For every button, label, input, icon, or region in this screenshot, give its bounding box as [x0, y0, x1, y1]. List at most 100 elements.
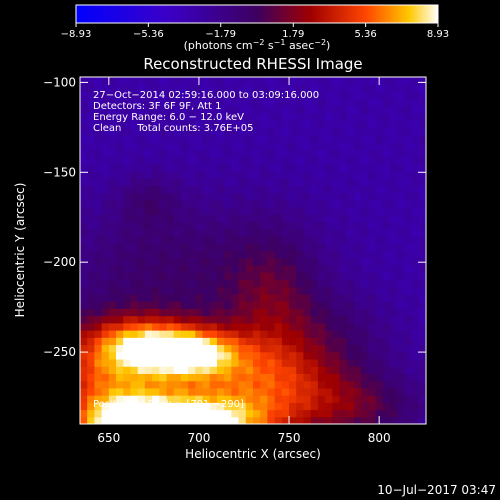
heatmap-cell [418, 84, 426, 93]
heatmap-cell [94, 380, 103, 389]
heatmap-cell [216, 120, 225, 129]
heatmap-cell [116, 351, 124, 360]
annotation-detectors: Detectors: 3F 6F 9F, Att 1 [93, 101, 221, 112]
heatmap-cell [173, 344, 182, 353]
heatmap-cell [245, 149, 254, 158]
heatmap-cell [274, 221, 283, 230]
heatmap-cell [101, 402, 110, 411]
heatmap-cell [368, 163, 377, 172]
heatmap-cell [281, 163, 290, 172]
heatmap-cell [245, 207, 254, 215]
heatmap-cell [87, 337, 96, 346]
heatmap-cell [166, 373, 175, 382]
heatmap-cell [87, 272, 96, 281]
heatmap-cell [108, 156, 117, 165]
heatmap-cell [123, 351, 132, 360]
heatmap-cell [231, 199, 240, 208]
heatmap-cell [159, 330, 168, 338]
heatmap-cell [144, 279, 153, 288]
heatmap-cell [382, 293, 391, 302]
heatmap-cell [137, 395, 146, 403]
heatmap-cell [274, 149, 283, 158]
heatmap-cell [325, 286, 333, 295]
heatmap-cell [303, 199, 312, 208]
heatmap-cell [346, 185, 355, 194]
heatmap-cell [310, 416, 319, 424]
heatmap-cell [180, 178, 189, 187]
heatmap-cell [253, 105, 261, 114]
heatmap-cell [404, 91, 413, 100]
heatmap-cell [130, 373, 139, 382]
heatmap-cell [353, 91, 362, 100]
heatmap-cell [130, 272, 139, 281]
heatmap-cell [411, 105, 420, 114]
heatmap-cell [202, 98, 211, 107]
heatmap-cell [101, 315, 110, 324]
heatmap-cell [87, 185, 96, 194]
heatmap-cell [231, 120, 240, 129]
heatmap-cell [159, 257, 168, 266]
heatmap-cell [289, 402, 297, 411]
heatmap-cell [382, 301, 391, 309]
heatmap-cell [238, 402, 247, 411]
heatmap-cell [368, 98, 377, 107]
heatmap-cell [253, 373, 261, 382]
heatmap-cell [238, 156, 247, 165]
heatmap-cell [260, 178, 269, 187]
heatmap-cell [108, 286, 117, 295]
heatmap-cell [166, 178, 175, 187]
heatmap-cell [368, 409, 377, 418]
heatmap-cell [87, 395, 96, 403]
heatmap-cell [325, 236, 333, 244]
heatmap-cell [339, 98, 348, 107]
heatmap-cell [144, 330, 153, 338]
heatmap-cell [418, 330, 426, 338]
heatmap-cell [231, 185, 240, 194]
heatmap-cell [317, 178, 326, 187]
heatmap-cell [389, 250, 398, 259]
heatmap-cell [130, 156, 139, 165]
heatmap-cell [353, 134, 362, 143]
heatmap-cell [310, 120, 319, 129]
heatmap-cell [116, 293, 124, 302]
heatmap-cell [195, 402, 204, 411]
heatmap-cell [130, 409, 139, 418]
heatmap-cell [346, 387, 355, 396]
heatmap-cell [361, 105, 369, 114]
heatmap-cell [253, 156, 261, 165]
heatmap-cell [180, 207, 189, 215]
heatmap-cell [296, 134, 305, 143]
heatmap-cell [188, 236, 196, 244]
heatmap-cell [188, 402, 196, 411]
heatmap-cell [108, 409, 117, 418]
heatmap-cell [368, 322, 377, 331]
heatmap-cell [108, 373, 117, 382]
heatmap-cell [231, 257, 240, 266]
heatmap-cell [361, 351, 369, 360]
heatmap-cell [411, 199, 420, 208]
heatmap-cell [368, 395, 377, 403]
heatmap-cell [274, 199, 283, 208]
heatmap-cell [245, 272, 254, 281]
heatmap-cell [267, 77, 276, 85]
heatmap-cell [274, 402, 283, 411]
heatmap-cell [245, 373, 254, 382]
heatmap-cell [296, 358, 305, 367]
heatmap-cell [195, 91, 204, 100]
heatmap-cell [404, 402, 413, 411]
heatmap-cell [353, 127, 362, 136]
heatmap-cell [159, 221, 168, 230]
heatmap-cell [180, 315, 189, 324]
heatmap-cell [274, 113, 283, 121]
heatmap-cell [195, 98, 204, 107]
heatmap-cell [310, 286, 319, 295]
heatmap-cell [202, 272, 211, 281]
heatmap-cell [202, 315, 211, 324]
heatmap-cell [123, 199, 132, 208]
heatmap-cell [224, 279, 232, 288]
heatmap-cell [325, 84, 333, 93]
heatmap-cell [108, 402, 117, 411]
heatmap-cell [238, 250, 247, 259]
heatmap-cell [137, 250, 146, 259]
heatmap-cell [317, 344, 326, 353]
